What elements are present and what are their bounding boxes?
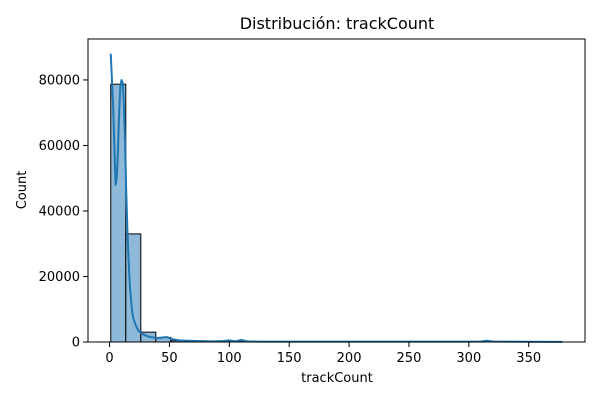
x-tick-label: 100: [217, 351, 242, 366]
x-tick-label: 200: [337, 351, 362, 366]
y-axis-label: Count: [15, 171, 30, 210]
kde-layer: [111, 54, 563, 342]
x-tick-label: 50: [161, 351, 178, 366]
y-tick-label: 40000: [39, 204, 80, 219]
y-tick-label: 20000: [39, 270, 80, 285]
y-tick-label: 80000: [39, 73, 80, 88]
x-tick-label: 250: [397, 351, 422, 366]
y-tick-label: 60000: [39, 139, 80, 154]
x-tick-label: 300: [456, 351, 481, 366]
x-tick-label: 0: [105, 351, 113, 366]
y-tick-label: 0: [72, 336, 80, 351]
bars-layer: [111, 84, 562, 342]
plot-frame: [88, 39, 585, 342]
x-tick-label: 350: [516, 351, 541, 366]
x-axis-label: trackCount: [301, 371, 373, 386]
x-tick-label: 150: [277, 351, 302, 366]
kde-line: [111, 54, 563, 342]
chart-title: Distribución: trackCount: [240, 14, 435, 33]
